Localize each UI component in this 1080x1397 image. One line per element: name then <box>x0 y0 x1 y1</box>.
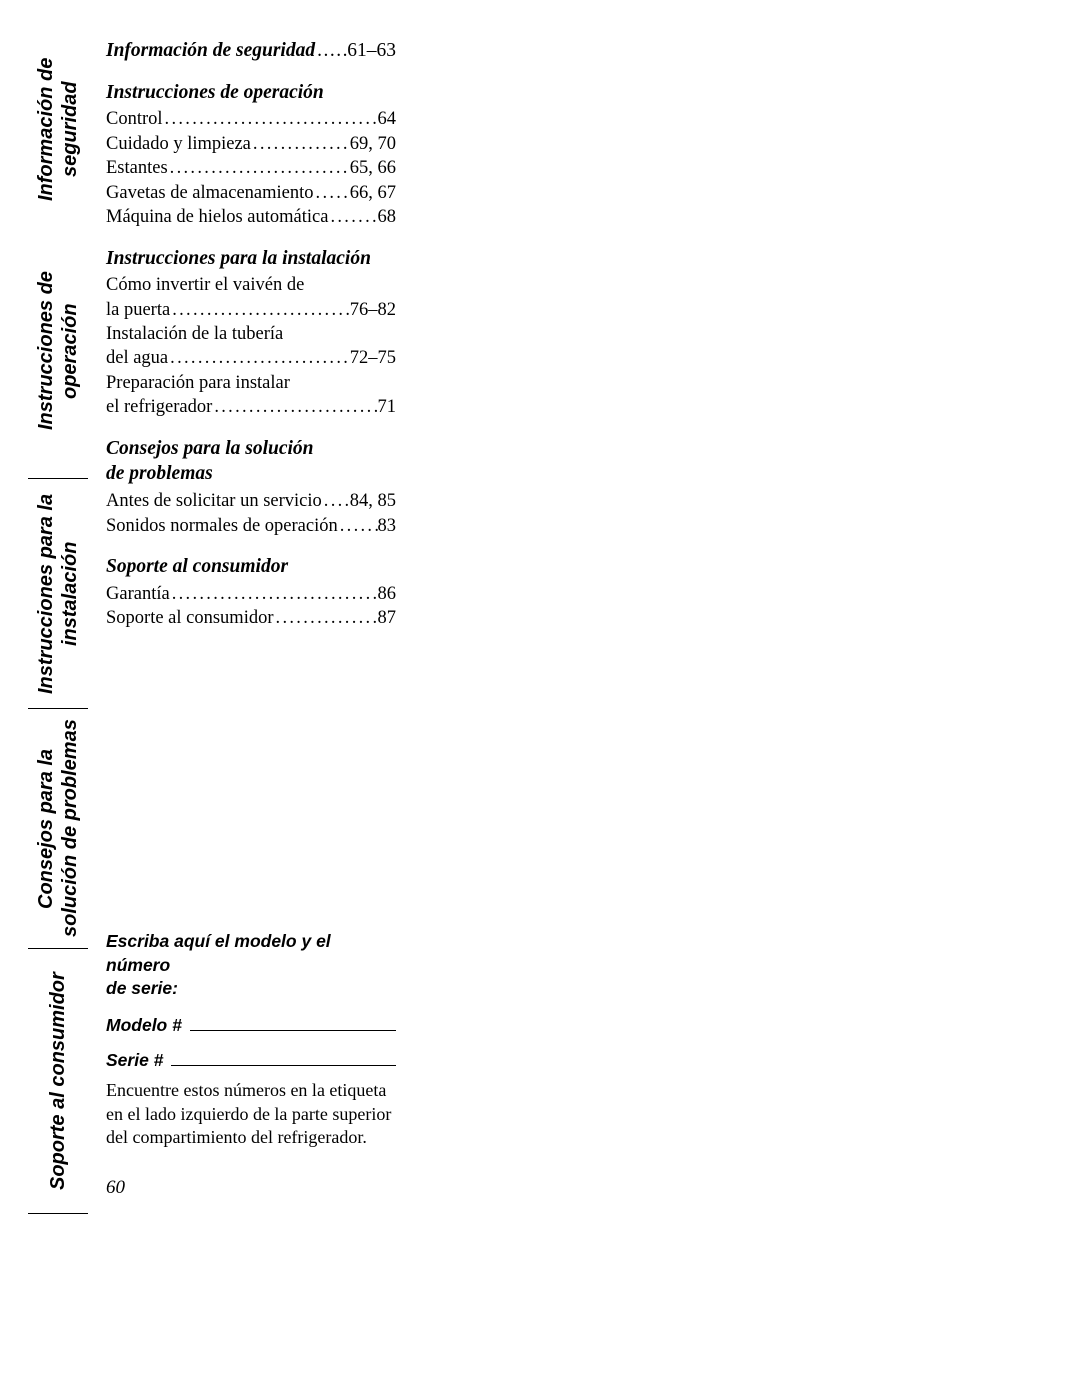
section-heading-installation: Instrucciones para la instalación <box>106 246 396 272</box>
toc-item: Soporte al consumidor 87 <box>106 606 396 630</box>
toc-label: Sonidos normales de operación <box>106 514 338 538</box>
model-input-line[interactable] <box>190 1017 396 1031</box>
toc-page: 69, 70 <box>350 132 396 156</box>
toc-item: Máquina de hielos automática 68 <box>106 205 396 229</box>
toc-page: 87 <box>378 606 397 630</box>
model-serial-block: Escriba aquí el modelo y el número de se… <box>106 930 396 1150</box>
toc-dots <box>322 489 350 513</box>
toc-item: Garantía 86 <box>106 582 396 606</box>
toc-page: 65, 66 <box>350 156 396 180</box>
toc-page: 86 <box>378 582 397 606</box>
toc-page: 83 <box>378 514 397 538</box>
toc-item: Sonidos normales de operación 83 <box>106 514 396 538</box>
tab-troubleshooting-tips: Consejos para lasolución de problemas <box>28 709 88 949</box>
section-heading-troubleshooting: Consejos para la solución de problemas <box>106 436 396 487</box>
toc-page: 68 <box>378 205 397 229</box>
toc-page: 61–63 <box>347 38 396 64</box>
toc-dots <box>251 132 350 156</box>
table-of-contents: Información de seguridad 61–63 Instrucci… <box>106 38 396 631</box>
toc-item: Cuidado y limpieza 69, 70 <box>106 132 396 156</box>
toc-dots <box>168 156 350 180</box>
toc-dots <box>315 38 347 64</box>
toc-dots <box>314 181 350 205</box>
heading-line: Escriba aquí el modelo y el número <box>106 931 331 975</box>
toc-item: Estantes 65, 66 <box>106 156 396 180</box>
toc-item: del agua 72–75 <box>106 346 396 370</box>
model-serial-heading: Escriba aquí el modelo y el número de se… <box>106 930 396 1001</box>
heading-line: de problemas <box>106 463 213 484</box>
tab-operation-instructions: Instrucciones deoperación <box>28 224 88 479</box>
toc-label: Información de seguridad <box>106 38 315 64</box>
toc-item: el refrigerador 71 <box>106 395 396 419</box>
toc-label: Cuidado y limpieza <box>106 132 251 156</box>
toc-label-pre: Preparación para instalar <box>106 371 396 395</box>
toc-label: la puerta <box>106 298 170 322</box>
toc-dots <box>170 582 378 606</box>
sidebar-tabs: Información deseguridad Instrucciones de… <box>28 34 88 1214</box>
toc-dots <box>338 514 378 538</box>
toc-dots <box>212 395 377 419</box>
toc-label: Gavetas de almacenamiento <box>106 181 314 205</box>
toc-page: 71 <box>378 395 397 419</box>
note-line: del compartimiento del refrigerador. <box>106 1127 367 1147</box>
heading-line: de serie: <box>106 978 178 998</box>
serial-label: Serie # <box>106 1050 171 1071</box>
toc-label: Soporte al consumidor <box>106 606 274 630</box>
toc-dots <box>170 298 350 322</box>
tab-consumer-support: Soporte al consumidor <box>28 949 88 1214</box>
toc-item: Gavetas de almacenamiento 66, 67 <box>106 181 396 205</box>
toc-dots <box>274 606 378 630</box>
tab-safety-info: Información deseguridad <box>28 34 88 224</box>
serial-field-row: Serie # <box>106 1050 396 1071</box>
model-label: Modelo # <box>106 1015 190 1036</box>
model-serial-note: Encuentre estos números en la etiqueta e… <box>106 1079 396 1150</box>
toc-dots <box>168 346 350 370</box>
toc-dots <box>163 107 378 131</box>
toc-label: el refrigerador <box>106 395 212 419</box>
toc-item: Antes de solicitar un servicio 84, 85 <box>106 489 396 513</box>
toc-item: la puerta 76–82 <box>106 298 396 322</box>
note-line: Encuentre estos números en la etiqueta <box>106 1080 386 1100</box>
toc-item: Control 64 <box>106 107 396 131</box>
toc-page: 76–82 <box>350 298 396 322</box>
toc-page: 64 <box>378 107 397 131</box>
toc-label: Antes de solicitar un servicio <box>106 489 322 513</box>
toc-page: 84, 85 <box>350 489 396 513</box>
toc-label: Garantía <box>106 582 170 606</box>
toc-label: Control <box>106 107 163 131</box>
tab-installation-instructions: Instrucciones para lainstalación <box>28 479 88 709</box>
heading-line: Consejos para la solución <box>106 438 314 459</box>
section-heading-operation: Instrucciones de operación <box>106 80 396 106</box>
page: Información deseguridad Instrucciones de… <box>0 0 1080 1397</box>
section-heading-support: Soporte al consumidor <box>106 554 396 580</box>
toc-label: Máquina de hielos automática <box>106 205 328 229</box>
toc-label: Estantes <box>106 156 168 180</box>
toc-label-pre: Cómo invertir el vaivén de <box>106 273 396 297</box>
toc-safety-info: Información de seguridad 61–63 <box>106 38 396 64</box>
note-line: en el lado izquierdo de la parte superio… <box>106 1104 391 1124</box>
page-number: 60 <box>106 1177 125 1199</box>
model-field-row: Modelo # <box>106 1015 396 1036</box>
serial-input-line[interactable] <box>171 1052 396 1066</box>
toc-page: 66, 67 <box>350 181 396 205</box>
toc-label-pre: Instalación de la tubería <box>106 322 396 346</box>
toc-page: 72–75 <box>350 346 396 370</box>
toc-dots <box>328 205 377 229</box>
toc-label: del agua <box>106 346 168 370</box>
